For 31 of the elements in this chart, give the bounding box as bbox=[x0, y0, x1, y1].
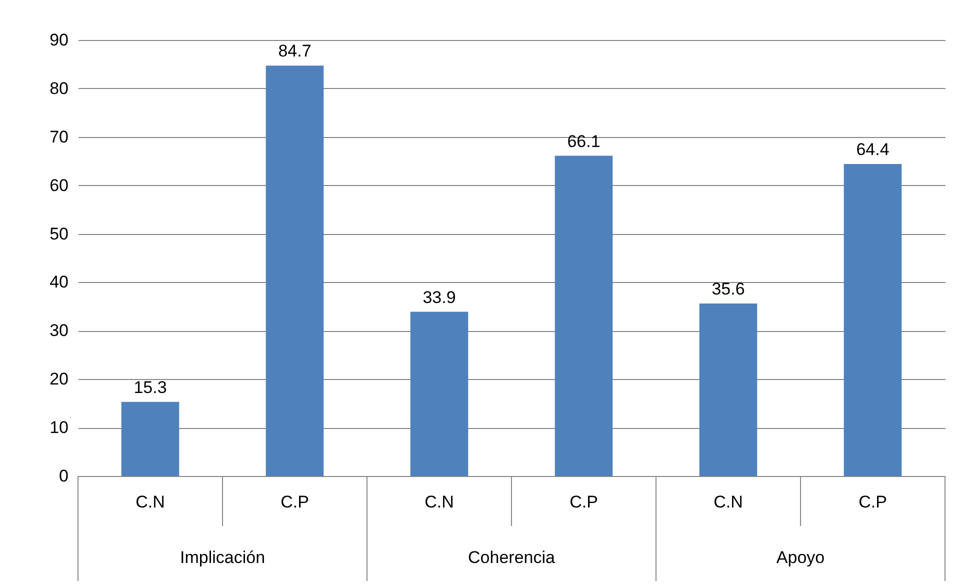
bar bbox=[410, 312, 468, 476]
x-tick-label: C.N bbox=[714, 492, 743, 512]
text: Coherencia bbox=[468, 548, 556, 567]
data-label: 15.3 bbox=[134, 378, 167, 397]
y-tick-label: 70 bbox=[50, 127, 68, 146]
bar bbox=[699, 304, 758, 476]
text: Implicación bbox=[180, 548, 266, 567]
y-tick-label: 90 bbox=[50, 30, 68, 50]
bar bbox=[121, 402, 180, 476]
data-label: 84.7 bbox=[278, 42, 312, 61]
y-tick-label: 60 bbox=[50, 176, 68, 195]
y-tick-label: 50 bbox=[50, 224, 68, 244]
y-tick-label: 40 bbox=[50, 272, 68, 292]
data-label: 64.4 bbox=[856, 140, 890, 160]
x-tick-label: C.P bbox=[858, 492, 887, 512]
data-label: 33.9 bbox=[422, 288, 456, 307]
text: Apoyo bbox=[776, 548, 825, 567]
bar bbox=[844, 164, 902, 476]
y-tick-label: 0 bbox=[59, 466, 68, 486]
x-tick-label: C.N bbox=[136, 492, 165, 512]
y-tick-label: 20 bbox=[50, 370, 68, 389]
data-label: 35.6 bbox=[712, 280, 745, 299]
bar bbox=[266, 66, 324, 476]
y-tick-label: 10 bbox=[50, 418, 68, 438]
x-tick-label: C.P bbox=[280, 492, 309, 512]
x-tick-label: C.P bbox=[570, 492, 598, 512]
y-tick-label: 30 bbox=[50, 321, 68, 340]
y-tick-label: 80 bbox=[50, 78, 68, 98]
x-tick-label: C.N bbox=[424, 492, 454, 512]
bar bbox=[554, 156, 613, 476]
data-label: 66.1 bbox=[567, 132, 600, 151]
